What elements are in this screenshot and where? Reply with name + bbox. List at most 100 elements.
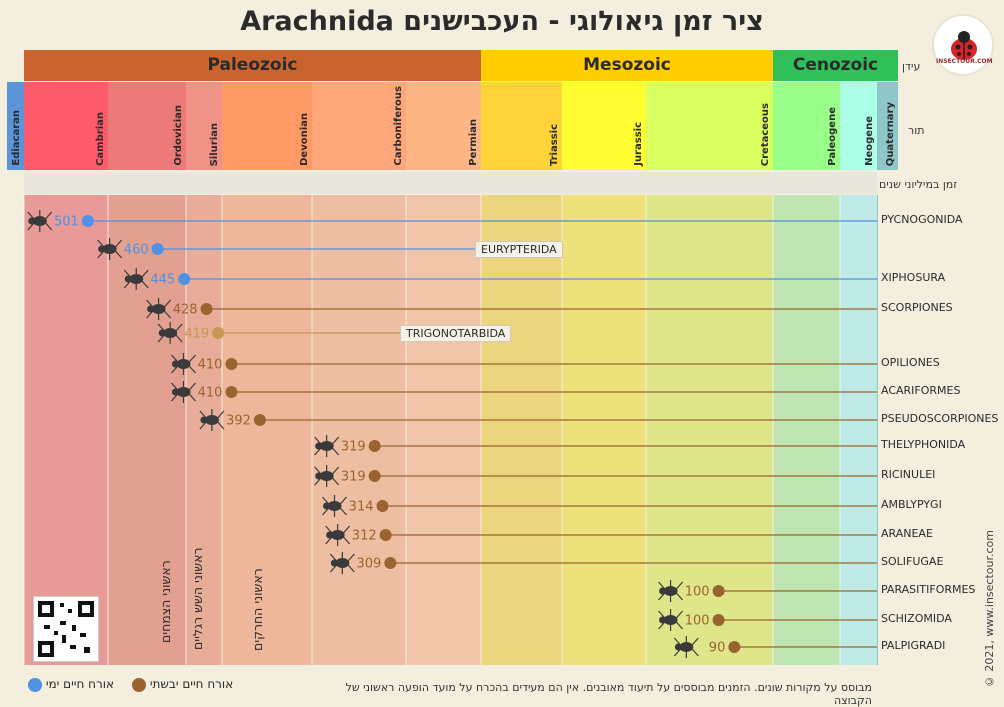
arachnid-silhouette-icon	[171, 381, 196, 403]
first-appearance-value: 319	[341, 470, 366, 485]
arachnid-silhouette-icon	[329, 552, 355, 574]
ladybug-icon	[951, 31, 977, 60]
first-appearance-point-opiliones	[225, 358, 238, 370]
row-label-parasitiformes: PARASITIFORMES	[881, 583, 976, 596]
legend-terrestrial: אורח חיים יבשתי	[132, 677, 233, 692]
logo-text: INSECTOUR.COM	[936, 58, 993, 65]
era-mesozoic: Mesozoic	[481, 50, 773, 81]
period-cambrian: Cambrian	[24, 82, 108, 170]
period-ediacaran: Ediacaran	[7, 82, 24, 170]
period-carboniferous: Carboniferous	[312, 82, 406, 170]
first-appearance-value: 392	[226, 414, 251, 429]
row-label-solifugae: SOLIFUGAE	[881, 555, 944, 568]
side-label-period: תור	[908, 124, 925, 137]
arachnid-silhouette-icon	[146, 298, 172, 320]
arachnid-silhouette-icon	[658, 609, 684, 631]
first-appearance-value: 314	[349, 500, 374, 515]
row-label-opiliones: OPILIONES	[881, 356, 940, 369]
row-label-ricinulei: RICINULEI	[881, 468, 936, 481]
period-column-silurian	[186, 195, 222, 665]
ladybug-logo	[932, 14, 994, 76]
first-appearance-value: 419	[184, 327, 209, 342]
period-cretaceous: Cretaceous	[646, 82, 773, 170]
first-appearance-point-parasitiformes	[712, 585, 725, 597]
row-label-araneae: ARANEAE	[881, 527, 933, 540]
milestone-first-hexapods: ראשוני השש רגליים	[190, 548, 205, 651]
period-devonian: Devonian	[222, 82, 312, 170]
first-appearance-value: 460	[124, 243, 149, 258]
row-label-pseudoscorpiones: PSEUDOSCORPIONES	[881, 412, 999, 425]
first-appearance-value: 428	[173, 303, 198, 318]
side-label-age: זמן במיליוני שנים	[879, 178, 958, 191]
side-label-era: עידן	[902, 60, 921, 73]
period-ordovician: Ordovician	[108, 82, 186, 170]
row-label-palpigradi: PALPIGRADI	[881, 639, 946, 652]
legend-terrestrial-label: אורח חיים יבשתי	[149, 677, 234, 691]
arachnid-silhouette-icon	[123, 268, 149, 290]
first-appearance-value: 312	[352, 529, 377, 544]
first-appearance-value: 309	[357, 557, 382, 572]
row-label-xiphosura: XIPHOSURA	[881, 271, 946, 284]
era-paleozoic: Paleozoic	[24, 50, 481, 81]
first-appearance-value: 410	[198, 358, 223, 373]
period-column-cambrian	[24, 195, 108, 665]
first-appearance-value: 445	[150, 273, 175, 288]
chart-title: ציר זמן גיאולוגי - העכבישנים Arachnida	[240, 6, 764, 37]
first-appearance-point-xiphosura	[178, 273, 191, 285]
period-paleogene: Paleogene	[773, 82, 840, 170]
legend-marine: אורח חיים ימי	[28, 677, 114, 692]
arachnid-silhouette-icon	[322, 495, 347, 517]
arachnid-silhouette-icon	[325, 524, 351, 546]
first-appearance-value: 90	[709, 641, 726, 656]
period-column-quaternary	[877, 195, 878, 665]
milestone-first-plants: ראשוני הצמחים	[158, 560, 173, 643]
arachnid-silhouette-icon	[199, 409, 225, 431]
copyright: © 2021, www.insectour.com	[983, 530, 996, 689]
first-appearance-value: 100	[685, 585, 710, 600]
period-column-ordovician	[108, 195, 186, 665]
era-cenozoic: Cenozoic	[773, 50, 898, 81]
first-appearance-point-ricinulei	[368, 470, 381, 482]
legend-marine-swatch	[28, 677, 42, 692]
arachnid-silhouette-icon	[157, 322, 183, 344]
row-label-trigonotarbida: TRIGONOTARBIDA	[400, 325, 512, 342]
age-row-background	[24, 172, 877, 194]
arachnid-silhouette-icon	[314, 435, 340, 457]
first-appearance-point-solifugae	[384, 557, 397, 569]
row-label-pycnogonida: PYCNOGONIDA	[881, 213, 963, 226]
period-silurian: Silurian	[186, 82, 222, 170]
arachnid-silhouette-icon	[658, 580, 684, 602]
row-label-amblypygi: AMBLYPYGI	[881, 498, 942, 511]
first-appearance-point-schizomida	[712, 614, 725, 626]
period-column-paleogene	[773, 195, 840, 665]
first-appearance-point-eurypterida	[151, 243, 164, 255]
qr-code-icon[interactable]	[33, 596, 99, 662]
period-permian: Permian	[406, 82, 481, 170]
period-column-jurassic	[562, 195, 646, 665]
period-column-triassic	[481, 195, 562, 665]
row-label-schizomida: SCHIZOMIDA	[881, 612, 952, 625]
first-appearance-point-amblypygi	[376, 500, 389, 512]
arachnid-silhouette-icon	[27, 210, 53, 232]
row-label-acariformes: ACARIFORMES	[881, 384, 961, 397]
first-appearance-point-trigonotarbida	[212, 327, 225, 339]
first-appearance-value: 319	[341, 440, 366, 455]
period-column-permian	[406, 195, 481, 665]
period-column-neogene	[840, 195, 877, 665]
row-label-thelyphonida: THELYPHONIDA	[881, 438, 966, 451]
first-appearance-point-palpigradi	[728, 641, 741, 653]
first-appearance-value: 501	[54, 215, 79, 230]
first-appearance-point-scorpiones	[200, 303, 213, 315]
period-quaternary: Quaternary	[877, 82, 898, 170]
row-label-scorpiones: SCORPIONES	[881, 301, 953, 314]
arachnid-silhouette-icon	[97, 238, 123, 260]
legend-marine-label: אורח חיים ימי	[45, 677, 115, 691]
period-jurassic: Jurassic	[562, 82, 646, 170]
first-appearance-point-pseudoscorpiones	[253, 414, 266, 426]
legend-terrestrial-swatch	[132, 677, 146, 692]
first-appearance-point-acariformes	[225, 386, 238, 398]
first-appearance-point-araneae	[379, 529, 392, 541]
footnote: מבוסס על מקורות שונים. הזמנים מבוססים על…	[345, 681, 872, 707]
period-neogene: Neogene	[840, 82, 877, 170]
